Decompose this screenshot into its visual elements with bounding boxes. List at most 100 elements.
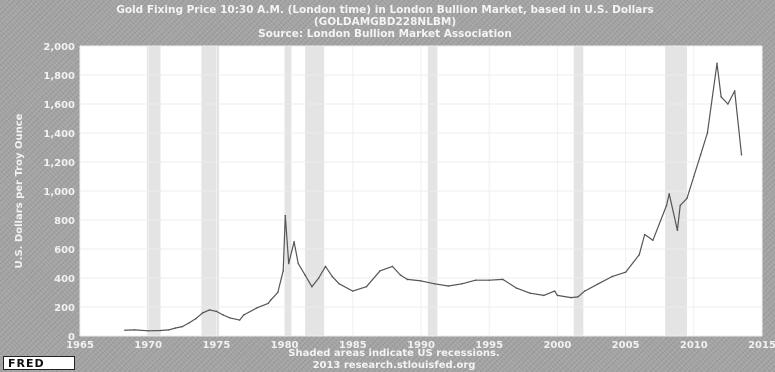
y-tick-label: 800	[54, 216, 75, 227]
footer-credit: 2013 research.stlouisfed.org	[313, 360, 476, 371]
data-point	[276, 291, 279, 294]
data-point	[597, 283, 600, 285]
y-tick-label: 1,600	[43, 100, 75, 111]
data-point	[433, 283, 436, 285]
data-point	[304, 274, 306, 276]
chart-series-id: (GOLDAMGBD228NLBM)	[314, 16, 456, 28]
x-tick-label: 1975	[202, 340, 230, 351]
data-point	[324, 265, 327, 268]
x-tick-label: 1990	[407, 340, 435, 351]
data-point	[624, 271, 627, 274]
data-point	[406, 278, 409, 281]
chart-title: Gold Fixing Price 10:30 A.M. (London tim…	[116, 4, 654, 16]
data-point	[699, 153, 702, 156]
data-point	[693, 175, 695, 178]
data-point	[147, 329, 149, 332]
data-point	[733, 90, 736, 92]
data-point	[338, 283, 340, 285]
y-tick-label: 2,000	[43, 42, 75, 53]
data-point	[556, 294, 559, 297]
x-tick-label: 1965	[66, 340, 94, 351]
data-point	[222, 314, 225, 316]
data-point	[229, 317, 231, 319]
x-tick-label: 1995	[475, 340, 503, 351]
data-point	[668, 193, 671, 195]
y-tick-label: 1,400	[43, 129, 75, 140]
recession-note: Shaded areas indicate US recessions.	[288, 348, 499, 359]
data-point	[331, 275, 334, 278]
y-axis-label: U.S. Dollars per Troy Ounce	[14, 113, 25, 268]
data-point	[643, 233, 646, 236]
data-point	[208, 309, 211, 311]
x-tick-label: 2005	[612, 340, 640, 351]
data-point	[181, 325, 184, 328]
y-tick-label: 1,000	[43, 187, 75, 198]
data-point	[215, 310, 218, 313]
data-point	[570, 296, 572, 299]
data-point	[133, 329, 136, 331]
data-point	[665, 204, 668, 207]
data-point	[352, 290, 354, 292]
data-point	[542, 294, 545, 297]
fred-logo: FRED	[3, 356, 75, 370]
data-point	[638, 254, 641, 256]
y-tick-label: 1,800	[43, 71, 75, 82]
data-point	[583, 290, 586, 292]
data-point	[652, 239, 654, 242]
data-point	[716, 62, 718, 65]
data-point	[174, 327, 177, 329]
grid-lines	[79, 45, 763, 337]
data-point	[287, 262, 290, 265]
data-point	[317, 277, 320, 279]
data-point	[297, 262, 300, 265]
data-point	[267, 302, 270, 305]
data-point	[447, 285, 450, 287]
x-tick-label: 1980	[271, 340, 299, 351]
data-point	[679, 204, 681, 207]
data-point	[284, 214, 287, 217]
series-points	[124, 62, 743, 332]
data-point	[201, 312, 204, 314]
data-point	[379, 269, 381, 272]
data-point	[727, 103, 729, 105]
y-tick-label: 0	[68, 332, 75, 343]
x-tick-label: 1970	[134, 340, 162, 351]
y-tick-label: 200	[54, 303, 75, 314]
data-point	[474, 279, 477, 281]
data-point	[686, 197, 688, 200]
data-point	[515, 287, 518, 289]
data-point	[461, 283, 463, 285]
data-point	[270, 298, 272, 301]
data-point	[195, 317, 197, 320]
data-point	[502, 278, 504, 281]
chart-source: Source: London Bullion Market Associatio…	[258, 28, 512, 40]
data-point	[529, 292, 531, 295]
data-point	[282, 269, 285, 272]
x-tick-label: 2015	[748, 340, 775, 351]
data-point	[488, 279, 491, 281]
data-point	[311, 285, 313, 288]
data-point	[188, 322, 190, 324]
data-point	[124, 329, 126, 332]
data-point	[706, 132, 709, 134]
data-point	[238, 319, 241, 321]
x-tick-label: 1985	[339, 340, 367, 351]
data-point	[577, 296, 579, 298]
data-point	[167, 329, 170, 331]
y-tick-label: 600	[54, 245, 75, 256]
data-point	[365, 285, 368, 288]
data-point	[740, 153, 743, 156]
x-axis-ticks: 1965 1970 1975 1980 1985 1990 1995 2000 2005 2010…	[66, 340, 775, 351]
data-point	[720, 95, 722, 98]
x-tick-label: 2010	[680, 340, 708, 351]
data-point	[676, 229, 679, 231]
data-point	[242, 314, 245, 316]
data-point	[391, 265, 394, 268]
data-point	[611, 275, 613, 278]
data-point	[159, 329, 162, 332]
data-point	[399, 274, 402, 276]
y-axis-ticks: 0 200 400 600 800 1,000 1,200 1,400 1,600 1,800 2,…	[43, 42, 75, 343]
data-point	[420, 280, 422, 282]
